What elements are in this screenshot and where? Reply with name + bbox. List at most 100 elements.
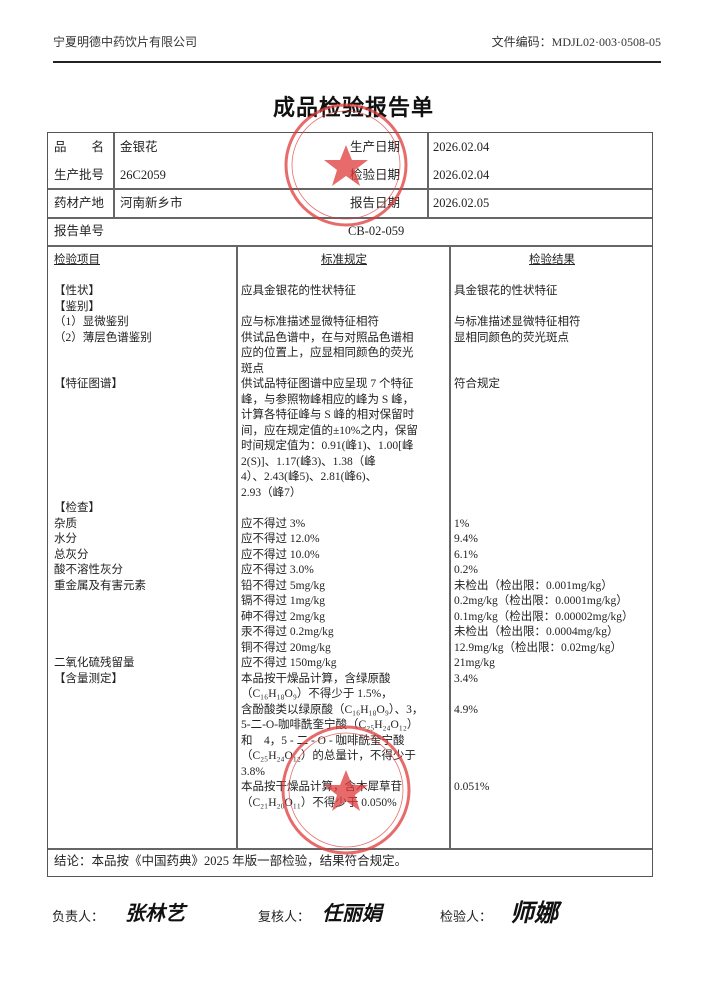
- standards-header: 标准规定: [241, 253, 447, 269]
- standards-line: 斑点: [241, 362, 264, 375]
- results-header: 检验结果: [454, 253, 650, 269]
- results-line: 显相同颜色的荧光斑点: [454, 331, 569, 344]
- results-line: [454, 470, 650, 486]
- results-line: 12.9mg/kg（检出限：0.02mg/kg）: [454, 641, 623, 654]
- standards-line: 铅不得过 5mg/kg: [241, 579, 326, 592]
- results-line: 未检出（检出限：0.0004mg/kg）: [454, 626, 619, 638]
- standards-line: [241, 269, 447, 285]
- results-line: 6.1%: [454, 548, 478, 561]
- page-title: 成品检验报告单: [272, 95, 434, 120]
- items-line: [54, 346, 232, 362]
- test-date-label: 检验日期: [350, 168, 401, 182]
- results-line: 1%: [454, 517, 470, 530]
- batch-number: 26C2059: [120, 168, 166, 182]
- results-line: 未检出（检出限：0.001mg/kg）: [454, 579, 613, 592]
- standards-line: 铜不得过 20mg/kg: [241, 641, 331, 654]
- items-line: [54, 594, 232, 610]
- results-line: 3.4%: [454, 672, 478, 685]
- results-line: 具金银花的性状特征: [454, 285, 558, 297]
- company-name: 宁夏明德中药饮片有限公司: [53, 35, 198, 49]
- items-line: 重金属及有害元素: [54, 579, 146, 592]
- standards-line: 应不得过 3.0%: [241, 564, 314, 576]
- standards-line: 砷不得过 2mg/kg: [241, 610, 326, 623]
- items-line: [54, 408, 232, 424]
- results-line: 0.1mg/kg（检出限：0.00002mg/kg）: [454, 610, 634, 623]
- items-line: 【特征图谱】: [54, 378, 123, 390]
- results-line: [454, 718, 650, 734]
- items-line: [54, 486, 232, 502]
- items-line: 酸不溶性灰分: [54, 564, 123, 576]
- standards-line: 时间规定值为：0.91(峰1)、1.00[峰: [241, 440, 414, 452]
- standards-line: 供试品特征图谱中应呈现 7 个特征: [241, 378, 414, 390]
- standards-line: 5-二-O-咖啡酰奎宁酸（C₂₅H₂₄O₁₂）: [241, 719, 419, 731]
- standards-line: 应不得过 150mg/kg: [241, 657, 337, 669]
- results-line: [454, 424, 650, 440]
- standards-line: 应不得过 12.0%: [241, 533, 320, 545]
- header-divider: [53, 61, 661, 63]
- items-line: 【含量测定】: [54, 672, 123, 685]
- reviewer-signature: 任丽娟: [322, 901, 382, 925]
- standards-line: 间，应在规定值的±10%之内，保留: [241, 424, 418, 437]
- items-line: [54, 625, 232, 641]
- origin-label: 药材产地: [54, 196, 105, 210]
- results-line: [454, 501, 650, 517]
- standards-line: 应的位置上，应显相同颜色的荧光: [241, 347, 414, 359]
- results-line: [454, 393, 650, 409]
- report-date-label: 报告日期: [350, 196, 401, 210]
- standards-line: （C₁₆H₁₈O₉）不得少于 1.5%，: [241, 688, 393, 700]
- results-line: [454, 486, 650, 502]
- standards-column: 标准规定 应具金银花的性状特征 应与标准描述显微特征相符 供试品色谱中，在与对照品色谱…: [241, 253, 447, 811]
- standards-line: 3.8%: [241, 765, 265, 778]
- document-code: 文件编码：MDJL02·003·0508-05: [491, 35, 661, 49]
- results-line: [454, 749, 650, 765]
- test-items-column: 检验项目 【性状】 【鉴别】 （1）显微鉴别 （2）薄层色谱鉴别 【特征图谱】 【检查】 杂质…: [54, 253, 232, 687]
- items-line: [54, 269, 232, 285]
- items-line: [54, 393, 232, 409]
- standards-line: 本品按干燥品计算，含木犀草苷: [241, 781, 402, 793]
- results-line: 0.2mg/kg（检出限：0.0001mg/kg）: [454, 595, 628, 607]
- results-line: [454, 455, 650, 471]
- results-line: 21mg/kg: [454, 657, 495, 669]
- origin: 河南新乡市: [120, 196, 183, 210]
- report-table: 品 名 金银花 生产批号 26C2059 药材产地 河南新乡市 生产日期 202…: [47, 132, 653, 877]
- standards-line: 供试品色谱中，在与对照品色谱相: [241, 331, 414, 344]
- results-line: [454, 269, 650, 285]
- results-line: [454, 734, 650, 750]
- inspector-label: 检验人：: [440, 909, 493, 924]
- standards-line: 计算各特征峰与 S 峰的相对保留时: [241, 409, 415, 421]
- items-line: [54, 439, 232, 455]
- product-name: 金银花: [120, 140, 158, 154]
- results-line: [454, 300, 650, 316]
- standards-line: 应不得过 3%: [241, 517, 306, 530]
- results-line: 0.2%: [454, 564, 478, 576]
- inspector-signature: 师娜: [510, 899, 558, 927]
- items-line: （1）显微鉴别: [54, 316, 129, 328]
- standards-line: 4）、2.43(峰5)、2.81(峰6)、: [241, 471, 378, 483]
- standards-line: 应不得过 10.0%: [241, 548, 320, 561]
- standards-line: 含酚酸类以绿原酸（C₁₆H₁₈O₉）、3，: [241, 703, 424, 716]
- production-date-label: 生产日期: [350, 140, 401, 154]
- items-header-text: 检验项目: [54, 254, 100, 266]
- results-line: [454, 765, 650, 781]
- items-line: [54, 470, 232, 486]
- responsible-signature: 张林艺: [125, 901, 185, 925]
- results-line: 4.9%: [454, 703, 478, 716]
- results-line: 0.051%: [454, 781, 490, 793]
- results-header-text: 检验结果: [529, 254, 575, 266]
- items-line: 【检查】: [54, 502, 100, 514]
- product-label: 品 名: [54, 140, 105, 154]
- standards-line: （C₂₁H₂₀O₁₁）不得少于 0.050%: [241, 796, 397, 809]
- results-line: [454, 346, 650, 362]
- items-line: 杂质: [54, 517, 77, 530]
- standards-line: 和 4，5 - 二 - O - 咖啡酰奎宁酸: [241, 734, 405, 747]
- results-line: 与标准描述显微特征相符: [454, 316, 581, 328]
- items-line: 总灰分: [54, 548, 89, 561]
- standards-line: [241, 300, 447, 316]
- items-line: （2）薄层色谱鉴别: [54, 331, 152, 344]
- results-line: [454, 408, 650, 424]
- report-number-label: 报告单号: [54, 224, 105, 238]
- standards-line: 应与标准描述显微特征相符: [241, 316, 379, 328]
- items-line: 水分: [54, 533, 77, 545]
- items-line: 【鉴别】: [54, 300, 100, 313]
- standards-header-text: 标准规定: [321, 254, 367, 266]
